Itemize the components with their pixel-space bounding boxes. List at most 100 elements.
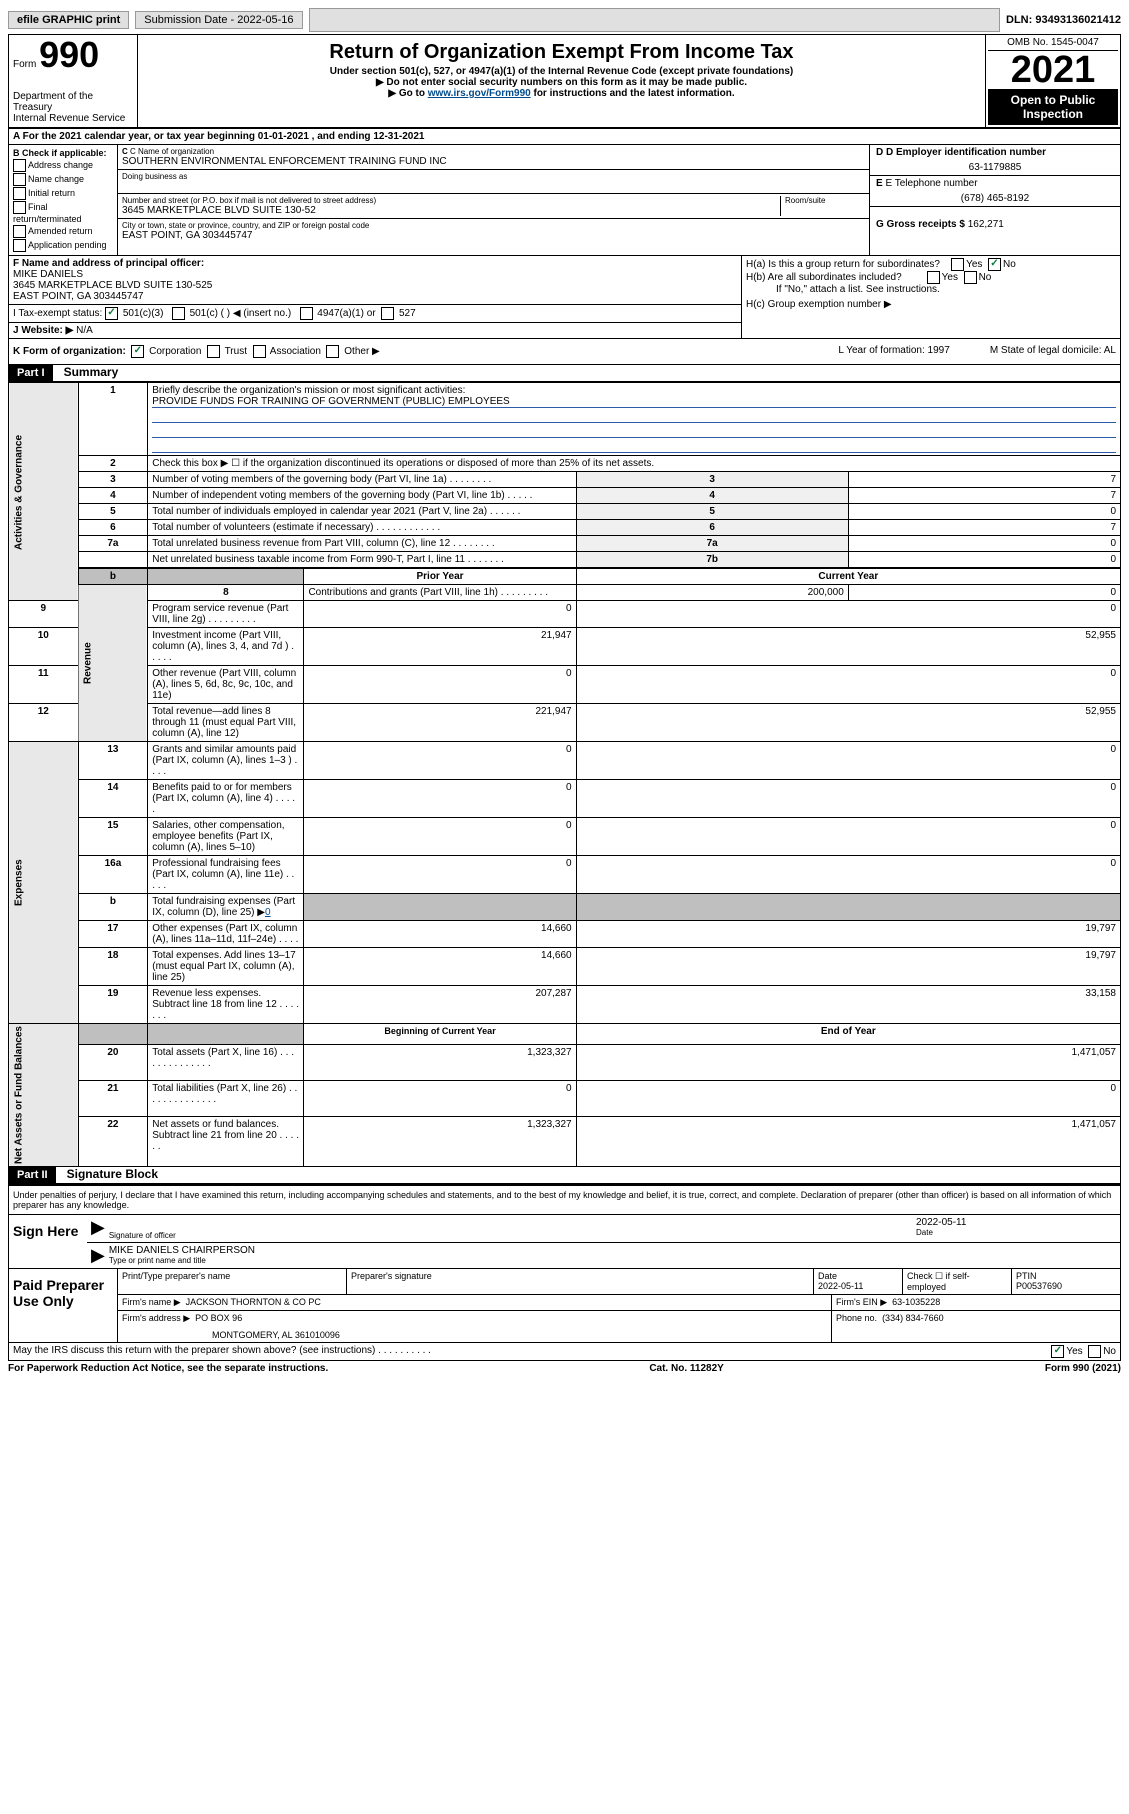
check-self-employed[interactable]: Check ☐ if self-employed [903,1269,1012,1294]
side-expenses: Expenses [9,742,79,1024]
officer-addr2: EAST POINT, GA 303445747 [13,291,143,302]
firm-name-label: Firm's name ▶ [122,1297,181,1307]
phone-value: (334) 834-7660 [882,1313,944,1323]
form-number: 990 [39,34,99,75]
cb-corp[interactable] [131,345,144,358]
org-city: EAST POINT, GA 303445747 [122,230,865,241]
dba-label: Doing business as [122,172,865,181]
line15: Salaries, other compensation, employee b… [148,818,304,856]
c16a: 0 [576,856,1120,894]
p17: 14,660 [304,921,576,948]
cb-label: Name change [28,174,84,184]
date-label: Date [916,1228,1116,1237]
org-address: 3645 MARKETPLACE BLVD SUITE 130-52 [122,205,780,216]
city-label: City or town, state or province, country… [122,221,865,230]
box-k: K Form of organization: Corporation Trus… [13,345,380,358]
paid-preparer-grid: Paid Preparer Use Only Print/Type prepar… [9,1268,1120,1342]
p10: 21,947 [304,628,576,666]
subtitle3-pre: ▶ Go to [388,88,427,99]
cb-ha-yes[interactable] [951,258,964,271]
prep-date-value: 2022-05-11 [818,1281,863,1291]
sign-here-grid: Sign Here ▶ Signature of officer 2022-05… [9,1214,1120,1268]
p9: 0 [304,601,576,628]
officer-name: MIKE DANIELS [13,269,83,280]
p11: 0 [304,666,576,704]
val-3: 7 [848,472,1120,488]
top-bar: efile GRAPHIC print Submission Date - 20… [8,8,1121,32]
officer-addr1: 3645 MARKETPLACE BLVD SUITE 130-525 [13,280,212,291]
cb-hb-no[interactable] [964,271,977,284]
addr-label: Number and street (or P.O. box if mail i… [122,196,780,205]
firm-ein-label: Firm's EIN ▶ [836,1297,887,1307]
officer-typed-name: MIKE DANIELS CHAIRPERSON [109,1245,1116,1256]
mission-line [152,408,1116,423]
part1-badge: Part I [9,365,53,381]
gross-value: 162,271 [968,219,1004,230]
side-revenue: Revenue [78,585,148,742]
p14: 0 [304,780,576,818]
cb-final-return[interactable]: Final return/terminated [13,201,113,224]
cb-527[interactable] [381,307,394,320]
signature-section: Under penalties of perjury, I declare th… [8,1184,1121,1361]
cb-501c3[interactable] [105,307,118,320]
cb-may-no[interactable] [1088,1345,1101,1358]
line4: Number of independent voting members of … [148,488,576,504]
cb-hb-yes[interactable] [927,271,940,284]
cb-assoc[interactable] [253,345,266,358]
efile-print-button[interactable]: efile GRAPHIC print [8,11,129,29]
cb-ha-no[interactable] [988,258,1001,271]
cb-amended[interactable]: Amended return [13,225,113,238]
k-label: K Form of organization: [13,346,126,357]
line21: Total liabilities (Part X, line 26) . . … [148,1080,304,1116]
box-j-label: J Website: ▶ [13,325,73,336]
ein-value: 63-1179885 [876,162,1114,173]
lbl-text: C Name of organization [130,147,214,156]
cb-trust[interactable] [207,345,220,358]
line10: Investment income (Part VIII, column (A)… [148,628,304,666]
gray [304,894,576,921]
org-name: SOUTHERN ENVIRONMENTAL ENFORCEMENT TRAIN… [122,156,865,167]
box-l: L Year of formation: 1997 [838,345,949,358]
cb-initial-return[interactable]: Initial return [13,187,113,200]
arrow-icon: ▶ [91,1217,105,1240]
tax-year: 2021 [988,51,1118,89]
p12: 221,947 [304,704,576,742]
subtitle-2: ▶ Do not enter social security numbers o… [142,77,981,88]
c15: 0 [576,818,1120,856]
line9: Program service revenue (Part VIII, line… [148,601,304,628]
val-7b: 0 [848,552,1120,569]
firm-addr1: PO BOX 96 [195,1313,242,1323]
cb-501c[interactable] [172,307,185,320]
opt-label: 527 [399,308,416,319]
cb-app-pending[interactable]: Application pending [13,239,113,252]
ein-label: D D Employer identification number [876,147,1114,158]
p15: 0 [304,818,576,856]
irs-link[interactable]: www.irs.gov/Form990 [428,88,531,99]
prep-date-label: Date [818,1271,837,1281]
form-header: Form 990 Department of the Treasury Inte… [8,34,1121,129]
org-name-label: C C Name of organization [122,147,865,156]
p16a: 0 [304,856,576,894]
line17: Other expenses (Part IX, column (A), lin… [148,921,304,948]
subtitle-3: ▶ Go to www.irs.gov/Form990 for instruct… [142,88,981,99]
dln-label: DLN: 93493136021412 [1006,14,1121,26]
yes-label: Yes [942,272,958,283]
line18: Total expenses. Add lines 13–17 (must eq… [148,948,304,986]
h-a: H(a) Is this a group return for subordin… [746,258,1116,271]
firm-name-value: JACKSON THORNTON & CO PC [186,1297,321,1307]
paid-preparer-label: Paid Preparer Use Only [9,1269,118,1342]
cb-name-change[interactable]: Name change [13,173,113,186]
curr-year-hdr: Current Year [576,568,1120,585]
form-label: Form [13,59,36,70]
cb-address-change[interactable]: Address change [13,159,113,172]
cb-4947[interactable] [300,307,313,320]
line7b: Net unrelated business taxable income fr… [148,552,576,569]
line19: Revenue less expenses. Subtract line 18 … [148,986,304,1024]
cb-may-yes[interactable] [1051,1345,1064,1358]
cb-other[interactable] [326,345,339,358]
c14: 0 [576,780,1120,818]
c22: 1,471,057 [576,1116,1120,1166]
cb-label: Address change [28,160,93,170]
firm-ein-value: 63-1035228 [892,1297,940,1307]
box-b: B Check if applicable: Address change Na… [9,145,118,255]
